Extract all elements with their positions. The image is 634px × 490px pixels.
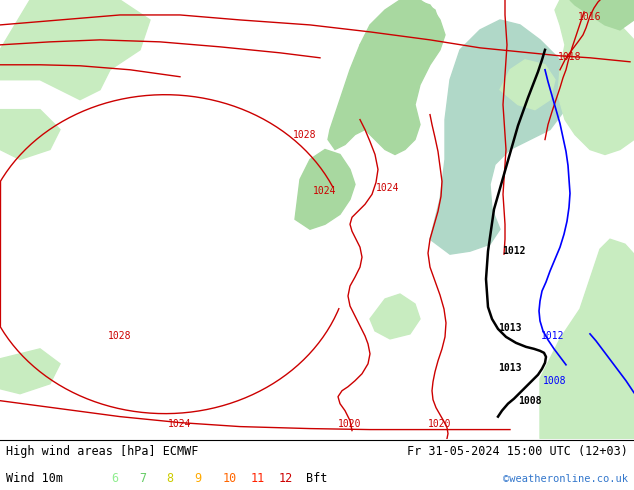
Polygon shape xyxy=(328,0,445,154)
Text: 1024: 1024 xyxy=(376,183,400,194)
Text: 1013: 1013 xyxy=(498,363,522,373)
Text: 10: 10 xyxy=(223,472,236,485)
Text: 9: 9 xyxy=(195,472,202,485)
Polygon shape xyxy=(500,60,555,110)
Polygon shape xyxy=(360,0,440,55)
Text: ©weatheronline.co.uk: ©weatheronline.co.uk xyxy=(503,474,628,484)
Polygon shape xyxy=(555,0,634,154)
Polygon shape xyxy=(580,359,634,439)
Text: 1028: 1028 xyxy=(294,129,317,140)
Text: 1013: 1013 xyxy=(498,323,522,333)
Polygon shape xyxy=(570,0,634,30)
Polygon shape xyxy=(295,149,355,229)
Text: Wind 10m: Wind 10m xyxy=(6,472,63,485)
Text: 1008: 1008 xyxy=(543,376,567,386)
Text: 1020: 1020 xyxy=(339,418,362,429)
Text: 1018: 1018 xyxy=(559,52,582,62)
Polygon shape xyxy=(370,294,420,339)
Text: Fr 31-05-2024 15:00 UTC (12+03): Fr 31-05-2024 15:00 UTC (12+03) xyxy=(407,445,628,458)
Polygon shape xyxy=(540,239,634,439)
Text: 1028: 1028 xyxy=(108,331,132,341)
Text: 11: 11 xyxy=(250,472,264,485)
Text: 1024: 1024 xyxy=(313,186,337,196)
Text: 8: 8 xyxy=(167,472,174,485)
Polygon shape xyxy=(0,110,60,159)
Text: 12: 12 xyxy=(278,472,292,485)
Text: Bft: Bft xyxy=(306,472,328,485)
Text: 1024: 1024 xyxy=(168,418,191,429)
Text: 1012: 1012 xyxy=(502,246,526,256)
Text: High wind areas [hPa] ECMWF: High wind areas [hPa] ECMWF xyxy=(6,445,198,458)
Text: 6: 6 xyxy=(111,472,118,485)
Polygon shape xyxy=(0,349,60,393)
Polygon shape xyxy=(0,0,150,99)
Polygon shape xyxy=(430,20,570,254)
Text: 1020: 1020 xyxy=(428,418,452,429)
Text: 1008: 1008 xyxy=(518,395,541,406)
Text: 1016: 1016 xyxy=(578,12,602,22)
Text: 7: 7 xyxy=(139,472,146,485)
Text: 1012: 1012 xyxy=(541,331,565,341)
